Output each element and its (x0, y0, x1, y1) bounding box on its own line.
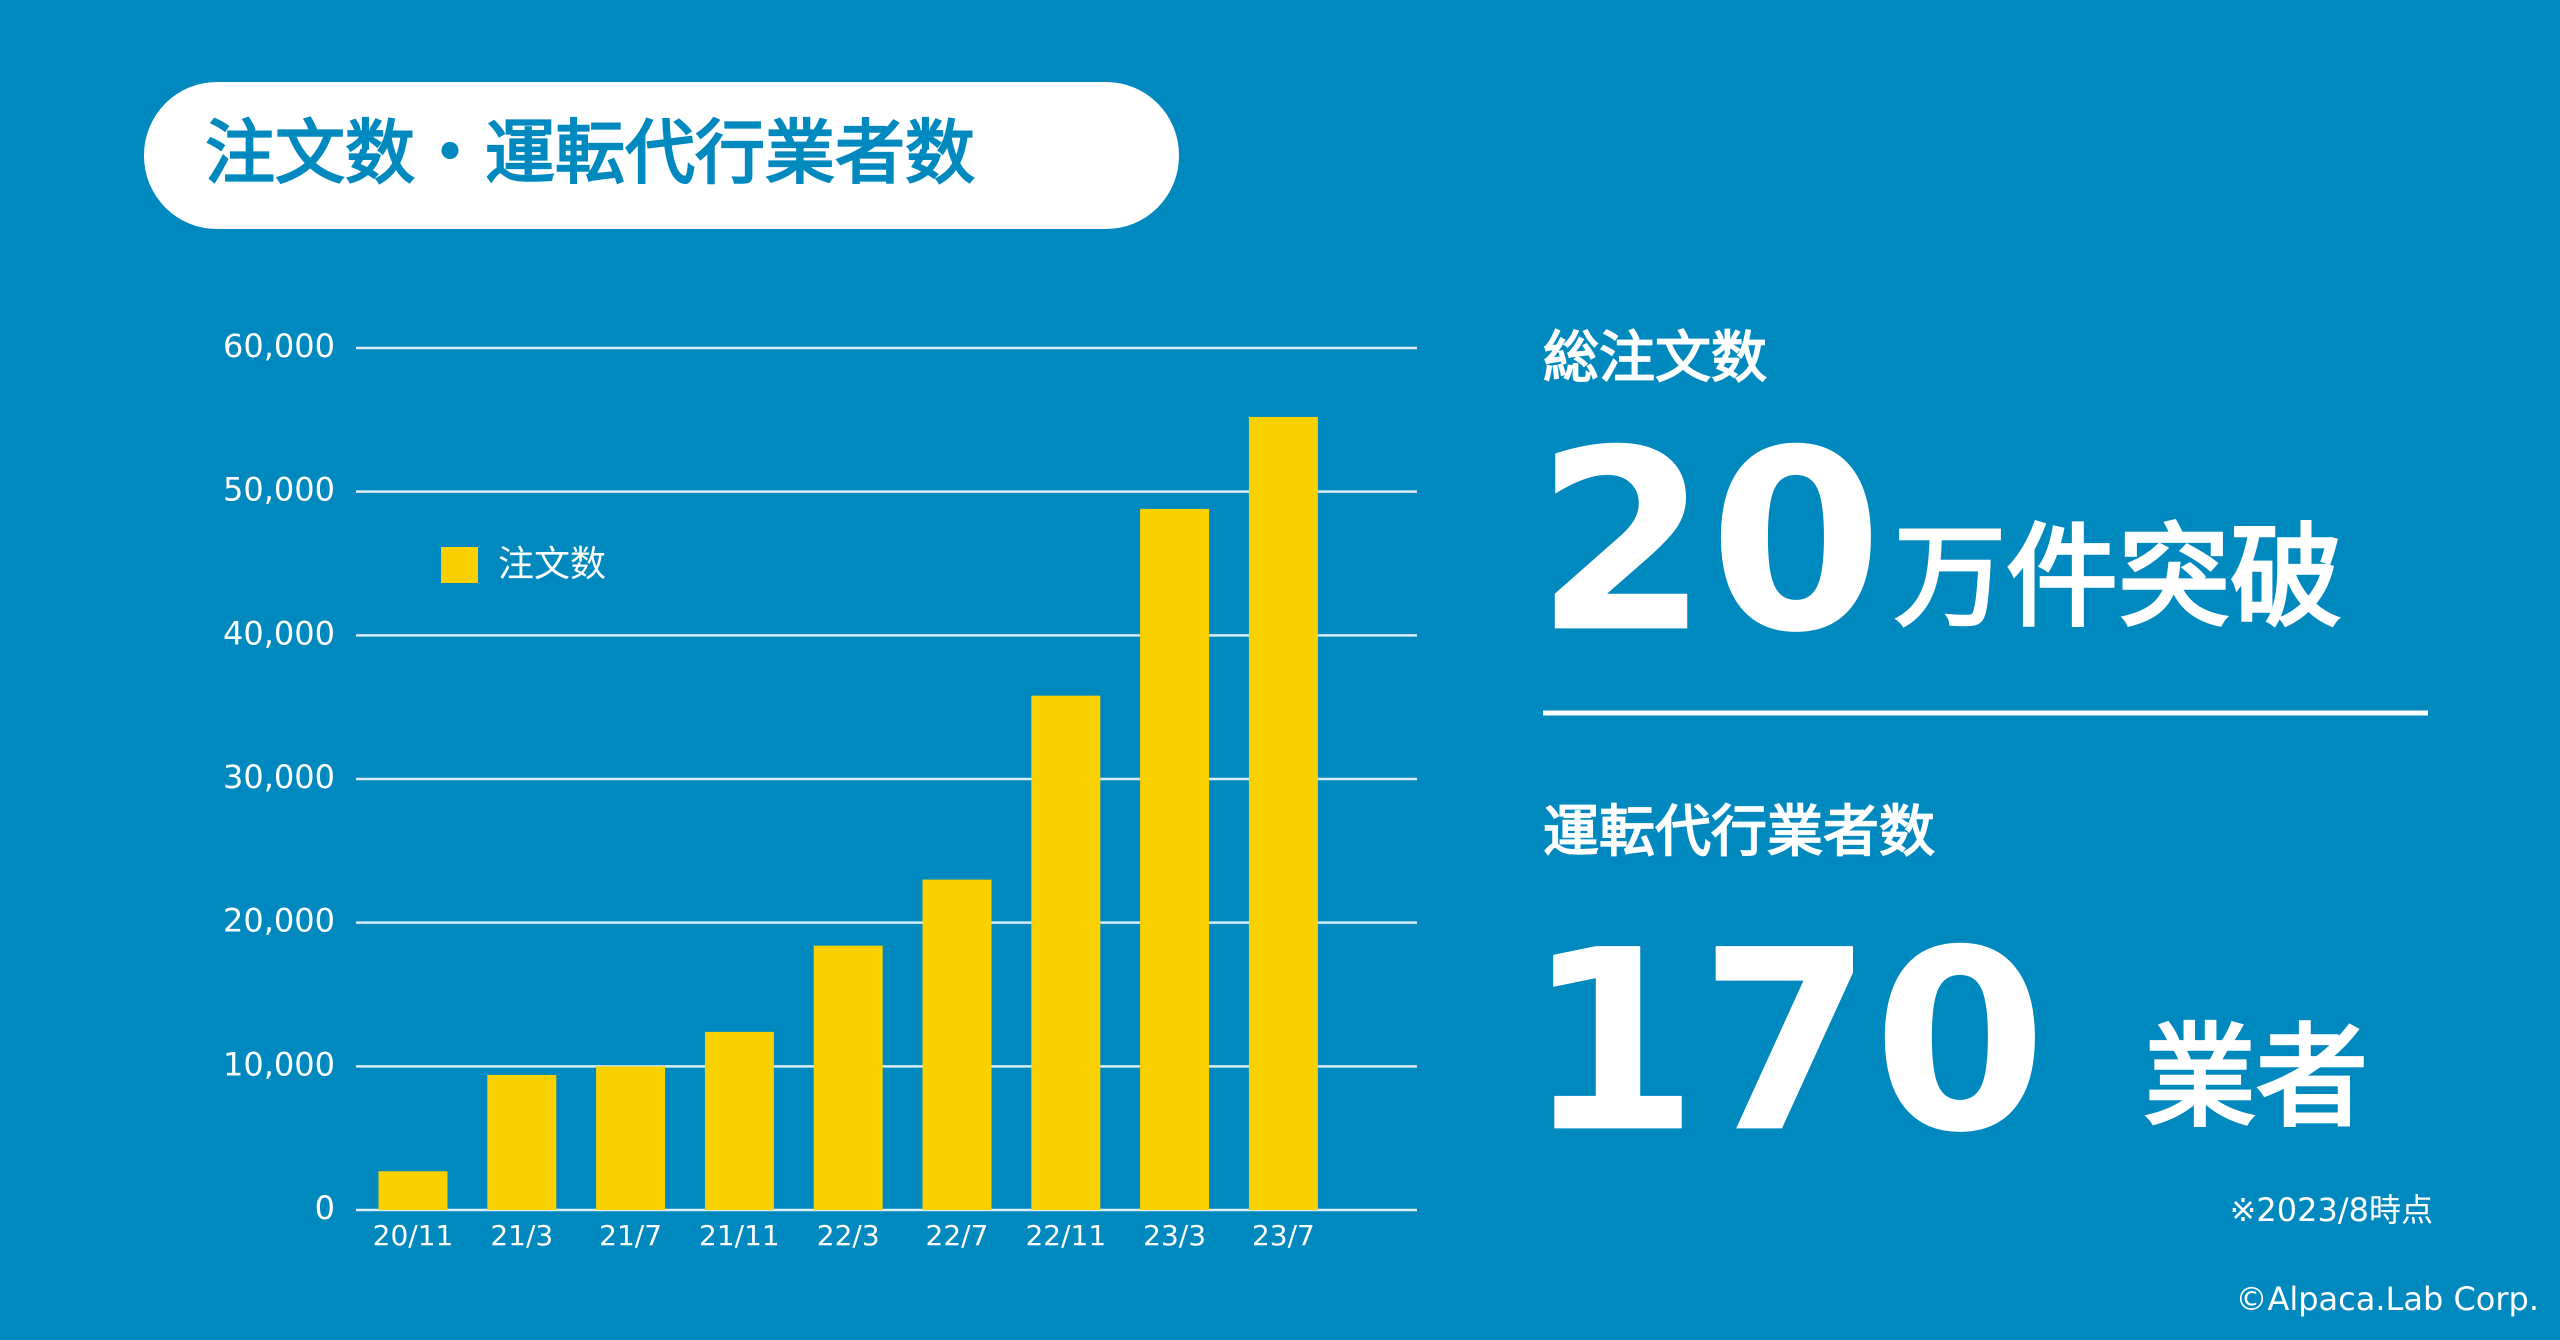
x-tick-label: 21/7 (599, 1219, 662, 1252)
bar (704, 1031, 774, 1210)
operators-unit: 業者 (2144, 1013, 2368, 1143)
x-tick-label: 20/11 (373, 1219, 454, 1252)
bar (596, 1066, 666, 1210)
note: ※2023/8時点 (2230, 1191, 2433, 1229)
y-tick-label: 60,000 (223, 327, 335, 365)
bar (922, 879, 992, 1210)
chart: 0 10,000 20,000 30,000 40,000 50,000 60,000 20/… (223, 327, 1417, 1252)
legend-label: 注文数 (498, 544, 606, 585)
bar (487, 1074, 557, 1210)
title: 注文数・運転代行業者数 (205, 112, 975, 194)
legend-swatch (441, 547, 478, 583)
x-tick-label: 21/3 (490, 1219, 553, 1252)
x-tick-label: 22/7 (926, 1219, 989, 1252)
operators-number: 170 (1525, 896, 2047, 1187)
operators-label: 運転代行業者数 (1543, 800, 1935, 865)
orders-label: 総注文数 (1543, 326, 1767, 391)
x-tick-label: 22/3 (817, 1219, 880, 1252)
y-tick-label: 50,000 (223, 471, 335, 509)
x-tick-label: 23/3 (1143, 1219, 1206, 1252)
x-tick-label: 21/11 (699, 1219, 780, 1252)
y-tick-label: 10,000 (223, 1045, 335, 1083)
x-tick-label: 22/11 (1025, 1219, 1106, 1252)
orders-unit: 万件突破 (1894, 513, 2342, 643)
y-tick-label: 20,000 (223, 902, 335, 940)
y-tick-label: 0 (315, 1189, 335, 1227)
bar (1031, 695, 1101, 1210)
y-tick-label: 40,000 (223, 614, 335, 652)
y-tick-label: 30,000 (223, 758, 335, 796)
title-pill (144, 82, 1179, 229)
x-tick-label: 23/7 (1252, 1219, 1315, 1252)
bar (378, 1171, 448, 1210)
orders-number: 20 (1535, 396, 1883, 687)
bar (813, 945, 883, 1210)
bar (1248, 416, 1318, 1211)
copyright: ©Alpaca.Lab Corp. (2235, 1280, 2539, 1318)
bar (1140, 508, 1210, 1210)
